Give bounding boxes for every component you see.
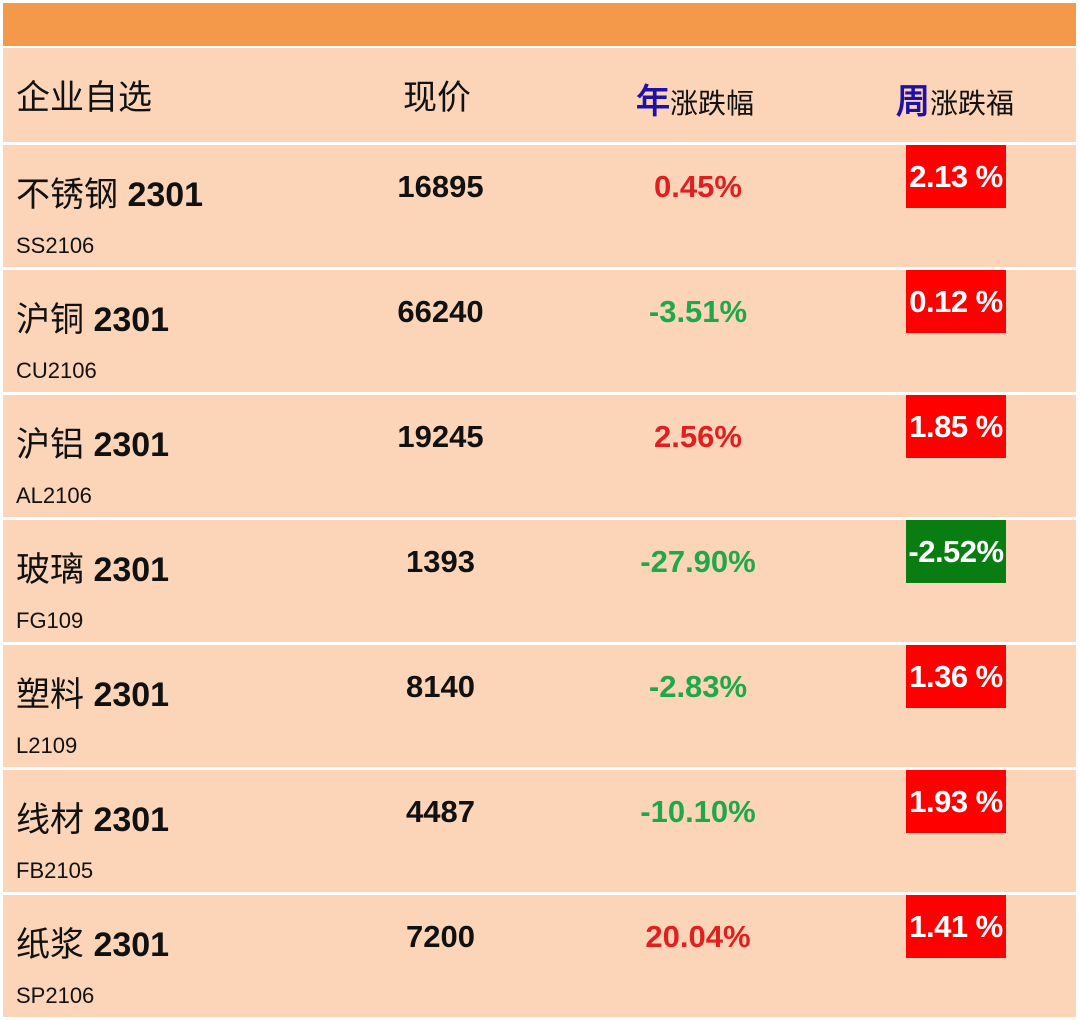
current-price: 1393	[406, 544, 475, 579]
week-change-badge: 1.36 %	[906, 645, 1006, 708]
week-change-badge: 0.12 %	[906, 270, 1006, 333]
header-year-accent: 年	[636, 83, 670, 121]
contract-month: 2301	[93, 801, 170, 839]
year-change: -27.90%	[640, 544, 756, 579]
table-header: 企业自选 现价 年涨跌幅 周涨跌福	[3, 48, 1076, 142]
table-row[interactable]: 塑料 2301 L2109 8140 -2.83% 1.36 %	[3, 645, 1076, 767]
contract-month: 2301	[93, 676, 170, 714]
contract-name: 线材 2301	[16, 792, 169, 841]
week-change-badge: 1.85 %	[906, 395, 1006, 458]
contract-month: 2301	[93, 551, 170, 589]
contract-month: 2301	[93, 301, 170, 339]
contract-name-cn: 不锈钢	[16, 176, 118, 214]
contract-name: 沪铜 2301	[16, 292, 169, 341]
contract-name: 玻璃 2301	[16, 542, 169, 591]
current-price: 66240	[397, 294, 484, 329]
table-row[interactable]: 沪铜 2301 CU2106 66240 -3.51% 0.12 %	[3, 270, 1076, 392]
week-change-badge: 1.41 %	[906, 895, 1006, 958]
header-name: 企业自选	[16, 79, 152, 117]
header-week-label: 涨跌福	[930, 88, 1015, 119]
year-change: -10.10%	[640, 794, 756, 829]
header-year-change: 年涨跌幅	[636, 74, 754, 123]
contract-month: 2301	[93, 926, 170, 964]
contract-month: 2301	[127, 176, 204, 214]
table-row[interactable]: 沪铝 2301 AL2106 19245 2.56% 1.85 %	[3, 395, 1076, 517]
contract-name-cn: 沪铜	[16, 301, 84, 339]
header-price: 现价	[403, 79, 471, 117]
current-price: 16895	[397, 169, 484, 204]
contract-code: SP2106	[16, 983, 95, 1008]
table-row[interactable]: 不锈钢 2301 SS2106 16895 0.45% 2.13 %	[3, 145, 1076, 267]
week-change-badge: 1.93 %	[906, 770, 1006, 833]
contract-code: SS2106	[16, 233, 95, 258]
contract-name: 不锈钢 2301	[16, 167, 203, 216]
contract-name: 纸浆 2301	[16, 917, 169, 966]
current-price: 4487	[406, 794, 475, 829]
contract-code: AL2106	[16, 483, 92, 508]
contract-name: 塑料 2301	[16, 667, 169, 716]
current-price: 19245	[397, 419, 484, 454]
contract-name-cn: 沪铝	[16, 426, 84, 464]
contract-name-cn: 纸浆	[16, 926, 84, 964]
week-change-badge: 2.13 %	[906, 145, 1006, 208]
contract-code: FB2105	[16, 858, 94, 883]
year-change: 20.04%	[645, 919, 751, 954]
contract-month: 2301	[93, 426, 170, 464]
current-price: 8140	[406, 669, 475, 704]
contract-name-cn: 塑料	[16, 676, 84, 714]
contract-name-cn: 玻璃	[16, 551, 84, 589]
current-price: 7200	[406, 919, 475, 954]
header-week-change: 周涨跌福	[896, 74, 1014, 123]
header-week-accent: 周	[896, 83, 930, 121]
contract-name-cn: 线材	[16, 801, 84, 839]
header-year-label: 涨跌幅	[670, 88, 755, 119]
contract-code: CU2106	[16, 358, 97, 383]
table-row[interactable]: 纸浆 2301 SP2106 7200 20.04% 1.41 %	[3, 895, 1076, 1017]
contract-code: FG109	[16, 608, 84, 633]
contract-name: 沪铝 2301	[16, 417, 169, 466]
year-change: -2.83%	[648, 669, 748, 704]
contract-code: L2109	[16, 733, 78, 758]
year-change: 0.45%	[654, 169, 742, 204]
table-row[interactable]: 线材 2301 FB2105 4487 -10.10% 1.93 %	[3, 770, 1076, 892]
top-banner-bar	[3, 3, 1076, 46]
year-change: -3.51%	[648, 294, 748, 329]
table-row[interactable]: 玻璃 2301 FG109 1393 -27.90% -2.52%	[3, 520, 1076, 642]
week-change-badge: -2.52%	[906, 520, 1006, 583]
year-change: 2.56%	[654, 419, 742, 454]
